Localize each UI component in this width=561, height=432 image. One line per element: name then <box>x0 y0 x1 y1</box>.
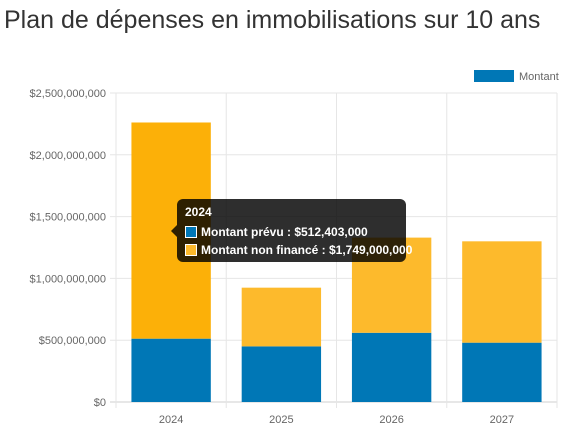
bar-2026-series-0[interactable] <box>351 332 432 402</box>
tooltip-title: 2024 <box>185 205 212 219</box>
tooltip-caret <box>171 225 177 237</box>
y-tick-label: $2,000,000,000 <box>30 150 106 162</box>
tooltip-label-planned: Montant prévu : $512,403,000 <box>201 225 368 239</box>
bar-2027-series-0[interactable] <box>462 342 542 402</box>
y-tick-label: $1,000,000,000 <box>30 273 106 285</box>
y-tick-label: $2,500,000,000 <box>30 88 106 100</box>
x-tick-label: 2026 <box>379 414 403 426</box>
tooltip: 2024 Montant prévu : $512,403,000 Montan… <box>171 199 412 262</box>
bar-2025-series-1[interactable] <box>241 287 322 347</box>
bar-2027-series-1[interactable] <box>462 241 542 343</box>
legend-swatch[interactable] <box>474 70 514 82</box>
axis-layer: $0 $500,000,000 $1,000,000,000 $1,500,000,0… <box>30 88 515 426</box>
legend-label[interactable]: Montant <box>519 71 559 83</box>
page-title: Plan de dépenses en immobilisations sur … <box>4 6 541 34</box>
tooltip-row-planned: Montant prévu : $512,403,000 <box>185 224 398 240</box>
y-tick-label: $500,000,000 <box>39 335 106 347</box>
x-tick-label: 2025 <box>269 414 293 426</box>
tooltip-label-unfunded: Montant non financé : $1,749,000,000 <box>201 243 413 257</box>
y-tick-label: $1,500,000,000 <box>30 212 106 224</box>
x-tick-label: 2027 <box>490 414 514 426</box>
tooltip-swatch-planned <box>185 226 197 238</box>
bar-2025-series-0[interactable] <box>241 346 322 402</box>
legend[interactable]: Montant <box>474 70 559 83</box>
tooltip-swatch-unfunded <box>185 244 197 256</box>
y-tick-label: $0 <box>94 397 106 409</box>
tooltip-row-unfunded: Montant non financé : $1,749,000,000 <box>185 242 412 258</box>
x-tick-label: 2024 <box>159 414 183 426</box>
bar-2024-series-0[interactable] <box>131 338 211 402</box>
